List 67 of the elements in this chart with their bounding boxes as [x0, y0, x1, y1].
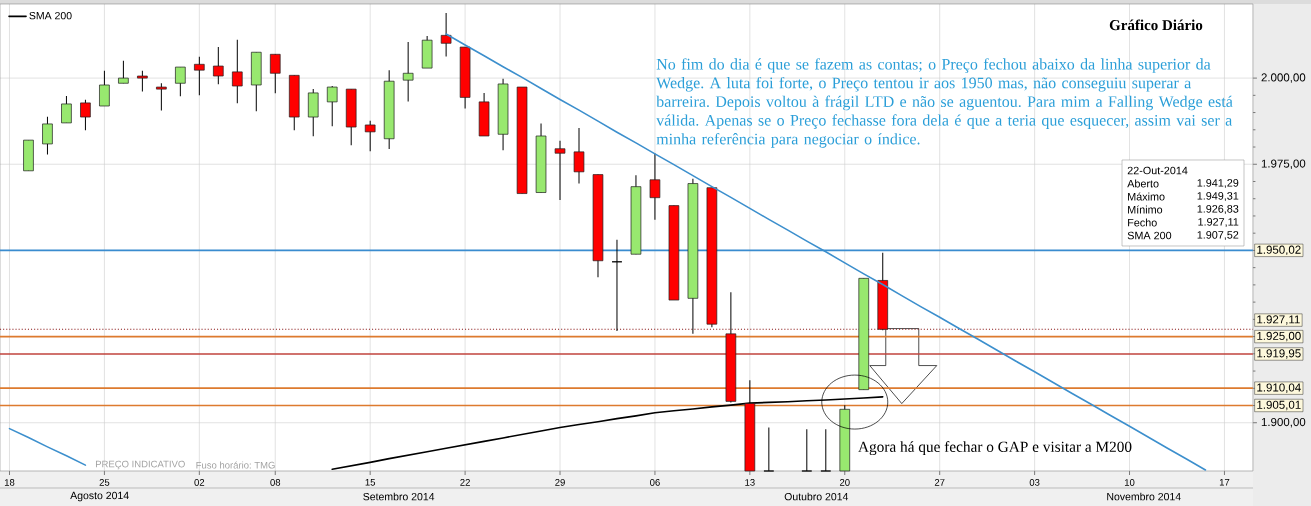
- x-tick-label: 15: [365, 479, 376, 486]
- candlestick: [573, 127, 585, 185]
- candlestick: [364, 120, 376, 152]
- x-tick-label: 27: [934, 479, 945, 486]
- y-tick-label: 1.900,00: [1261, 418, 1306, 428]
- candlestick: [194, 56, 205, 96]
- candlestick: [649, 153, 661, 221]
- text: Outubro 2014: [784, 492, 849, 501]
- annotation: 22-Out-2014: [1127, 166, 1188, 175]
- text: Novembro 2014: [1107, 492, 1181, 501]
- annotation: 1.949,31: [1197, 192, 1239, 201]
- text: Gráfico Diário: [1109, 19, 1203, 31]
- x-tick-label: 13: [745, 479, 755, 486]
- text: Setembro 2014: [363, 492, 435, 501]
- candlestick: [554, 140, 566, 201]
- x-tick-label: 10: [1124, 479, 1135, 486]
- candlestick: [42, 116, 53, 156]
- annotation: 1.941,29: [1197, 179, 1239, 188]
- candlestick: [763, 427, 775, 472]
- annotation: 1.926,83: [1197, 205, 1239, 214]
- candlestick: [80, 99, 91, 131]
- annotation: Agora há que fechar o GAP e visitar a M200: [858, 441, 1132, 456]
- annotation: 1.907,52: [1197, 231, 1239, 240]
- x-tick-label: 08: [270, 479, 281, 486]
- candlestick: [99, 70, 110, 107]
- candlestick: [820, 428, 832, 472]
- candlestick: [801, 428, 813, 472]
- line-series: [8, 427, 87, 466]
- x-tick-label: 03: [1029, 479, 1040, 486]
- text: SMA 200: [29, 11, 72, 20]
- annotation: SMA 200: [1127, 231, 1172, 240]
- annotation: Mínimo: [1128, 205, 1163, 214]
- x-tick-label: 20: [839, 479, 850, 486]
- candlestick: [269, 53, 281, 94]
- x-tick-label: 22: [460, 479, 470, 486]
- candlestick: [175, 66, 186, 97]
- annotation: Fecho: [1128, 218, 1157, 227]
- x-tick-label: 06: [650, 479, 660, 486]
- annotation: 1.927,11: [1198, 218, 1239, 227]
- ref-line-label: 1.905,01: [1257, 400, 1301, 411]
- x-tick-label: 02: [194, 479, 205, 486]
- candlestick: [232, 39, 243, 104]
- y-tick-label: 2.000,00: [1261, 73, 1306, 83]
- ref-line-label: 1.950,02: [1257, 245, 1301, 256]
- annotation: No fim do dia é que se fazem as contas; o Preço fechou abaixo da linha superior da Wedge. A luta foi forte, o Preço tentou ir aos 1950 mas, não conseguiu superar a barreira. Depois voltou à frágil LTD e não se aguentou. Para mim a Falling Wedge está válida. Apenas se o Preço fechasse fora dela é que a teria que esquecer, assim vai ser a minha referência para negociar o índice.: [656, 58, 1233, 148]
- candlestick: [440, 12, 452, 57]
- candlestick: [137, 70, 148, 93]
- annotation: PREÇO INDICATIVO: [95, 460, 185, 470]
- candlestick: [326, 85, 338, 127]
- annotation: Máximo: [1128, 192, 1165, 201]
- candlestick: [402, 41, 414, 103]
- annotation: Aberto: [1127, 179, 1159, 188]
- ref-line-label: 1.925,00: [1257, 331, 1301, 342]
- candlestick: [61, 95, 72, 124]
- ref-line-label: 1.927,11: [1257, 315, 1300, 325]
- x-tick-label: 25: [99, 479, 110, 486]
- candlestick: [118, 60, 129, 84]
- ref-line-label: 1.910,04: [1257, 383, 1301, 393]
- text: Agosto 2014: [70, 491, 129, 502]
- ref-line-label: 1.919,95: [1257, 349, 1301, 359]
- candlestick: [213, 46, 224, 85]
- y-tick-label: 1.975,00: [1261, 159, 1306, 170]
- x-tick-label: 17: [1219, 479, 1230, 486]
- annotation: Fuso horário: TMG: [196, 461, 275, 469]
- x-tick-label: 18: [4, 479, 15, 486]
- x-tick-label: 29: [555, 479, 565, 486]
- candlestick: [156, 82, 167, 111]
